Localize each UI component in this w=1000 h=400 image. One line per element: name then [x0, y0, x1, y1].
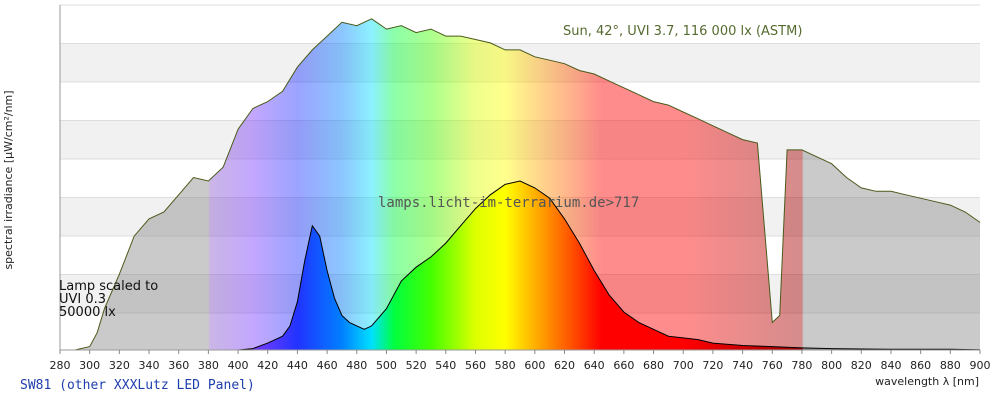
y-axis-title: spectral irradiance [µW/cm²/nm] [2, 90, 15, 269]
x-tick-label: 380 [198, 359, 219, 372]
x-axis-ticks: 280 300 320 340 360 380 400 420 440 460 480 500 520 5… [50, 350, 991, 372]
x-tick-label: 900 [970, 359, 991, 372]
x-tick-label: 440 [287, 359, 308, 372]
x-tick-label: 780 [791, 359, 812, 372]
x-tick-label: 840 [880, 359, 901, 372]
lamp-series-label: SW81 (other XXXLutz LED Panel) [20, 378, 255, 393]
grid-band [60, 5, 980, 44]
x-tick-label: 420 [257, 359, 278, 372]
x-tick-label: 540 [435, 359, 456, 372]
x-tick-label: 520 [406, 359, 427, 372]
watermark-label: lamps.licht-im-terrarium.de>717 [378, 195, 639, 211]
lamp-note-line-1: Lamp scaled to [59, 279, 158, 294]
x-tick-label: 660 [613, 359, 634, 372]
x-tick-label: 800 [821, 359, 842, 372]
x-tick-label: 320 [109, 359, 130, 372]
x-tick-label: 720 [702, 359, 723, 372]
x-tick-label: 500 [376, 359, 397, 372]
x-tick-label: 740 [732, 359, 753, 372]
x-tick-label: 560 [465, 359, 486, 372]
x-tick-label: 860 [910, 359, 931, 372]
x-tick-label: 600 [524, 359, 545, 372]
x-tick-label: 640 [584, 359, 605, 372]
x-tick-label: 280 [50, 359, 71, 372]
x-tick-label: 880 [940, 359, 961, 372]
x-tick-label: 700 [673, 359, 694, 372]
sun-series-label: Sun, 42°, UVI 3.7, 116 000 lx (ASTM) [563, 24, 802, 39]
x-tick-label: 400 [228, 359, 249, 372]
sun-spectrum-line [74, 18, 981, 351]
x-axis-title: wavelength λ [nm] [875, 375, 979, 388]
x-tick-label: 580 [495, 359, 516, 372]
x-tick-label: 340 [139, 359, 160, 372]
lamp-spectrum-line [238, 180, 981, 351]
x-tick-label: 620 [554, 359, 575, 372]
x-tick-label: 760 [762, 359, 783, 372]
x-tick-label: 300 [79, 359, 100, 372]
lamp-note-line-2: UVI 0.3 [59, 292, 106, 307]
x-tick-label: 460 [317, 359, 338, 372]
x-tick-label: 820 [851, 359, 872, 372]
lamp-note-line-3: 50000 lx [59, 305, 116, 320]
x-tick-label: 680 [643, 359, 664, 372]
x-tick-label: 480 [346, 359, 367, 372]
x-tick-label: 360 [168, 359, 189, 372]
